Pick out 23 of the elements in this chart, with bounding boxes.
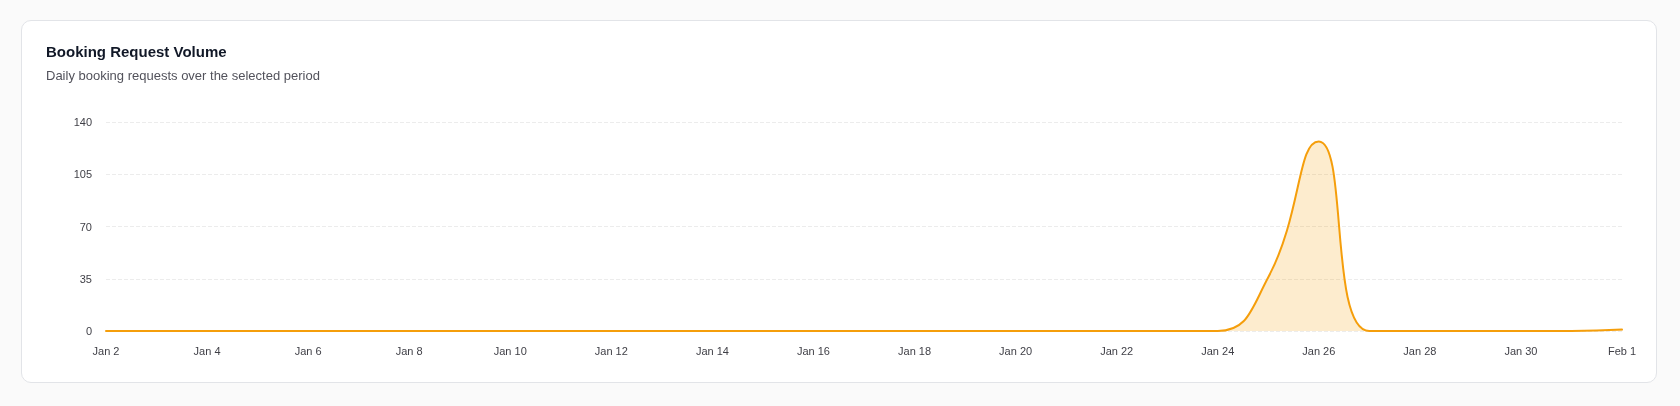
x-tick-label: Jan 6 xyxy=(294,344,322,357)
x-tick-label: Jan 14 xyxy=(695,344,729,357)
y-tick-label: 105 xyxy=(73,168,92,181)
x-tick-label: Jan 20 xyxy=(999,344,1033,357)
x-tick-label: Jan 10 xyxy=(493,344,527,357)
x-tick-label: Jan 30 xyxy=(1504,344,1538,357)
x-tick-label: Jan 8 xyxy=(395,344,423,357)
x-tick-label: Feb 1 xyxy=(1607,344,1637,357)
y-tick-label: 140 xyxy=(73,116,92,128)
y-tick-label: 35 xyxy=(79,272,92,285)
chart-subtitle: Daily booking requests over the selected period xyxy=(46,68,320,83)
y-tick-label: 70 xyxy=(79,220,92,233)
x-tick-label: Jan 18 xyxy=(898,344,932,357)
x-tick-label: Jan 16 xyxy=(796,344,830,357)
x-tick-label: Jan 28 xyxy=(1403,344,1437,357)
x-tick-label: Jan 26 xyxy=(1302,344,1336,357)
y-tick-label: 0 xyxy=(85,325,92,337)
x-tick-label: Jan 24 xyxy=(1201,344,1235,357)
x-tick-label: Jan 2 xyxy=(92,344,120,357)
chart-title: Booking Request Volume xyxy=(46,43,227,60)
x-tick-label: Jan 4 xyxy=(193,344,221,357)
x-tick-label: Jan 12 xyxy=(594,344,628,357)
x-tick-label: Jan 22 xyxy=(1100,344,1134,357)
